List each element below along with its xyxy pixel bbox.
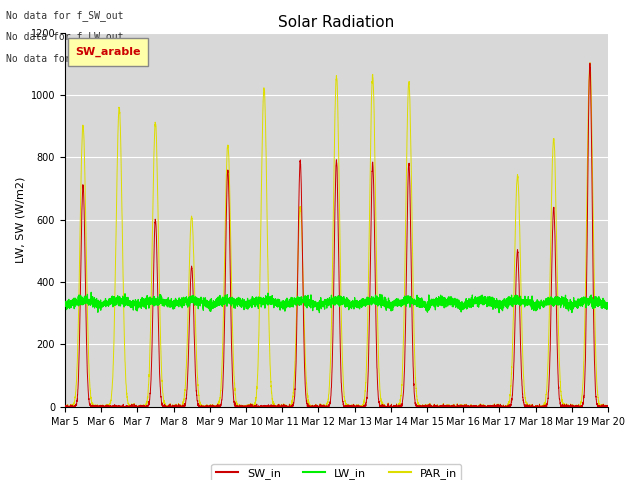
Text: No data for f_LW_out: No data for f_LW_out xyxy=(6,31,124,42)
Y-axis label: LW, SW (W/m2): LW, SW (W/m2) xyxy=(15,177,25,263)
Legend: SW_in, LW_in, PAR_in: SW_in, LW_in, PAR_in xyxy=(211,464,461,480)
Title: Solar Radiation: Solar Radiation xyxy=(278,15,395,30)
Text: No data for f_PAR_out: No data for f_PAR_out xyxy=(6,53,130,64)
Text: SW_arable: SW_arable xyxy=(76,47,141,58)
Text: No data for f_SW_out: No data for f_SW_out xyxy=(6,10,124,21)
